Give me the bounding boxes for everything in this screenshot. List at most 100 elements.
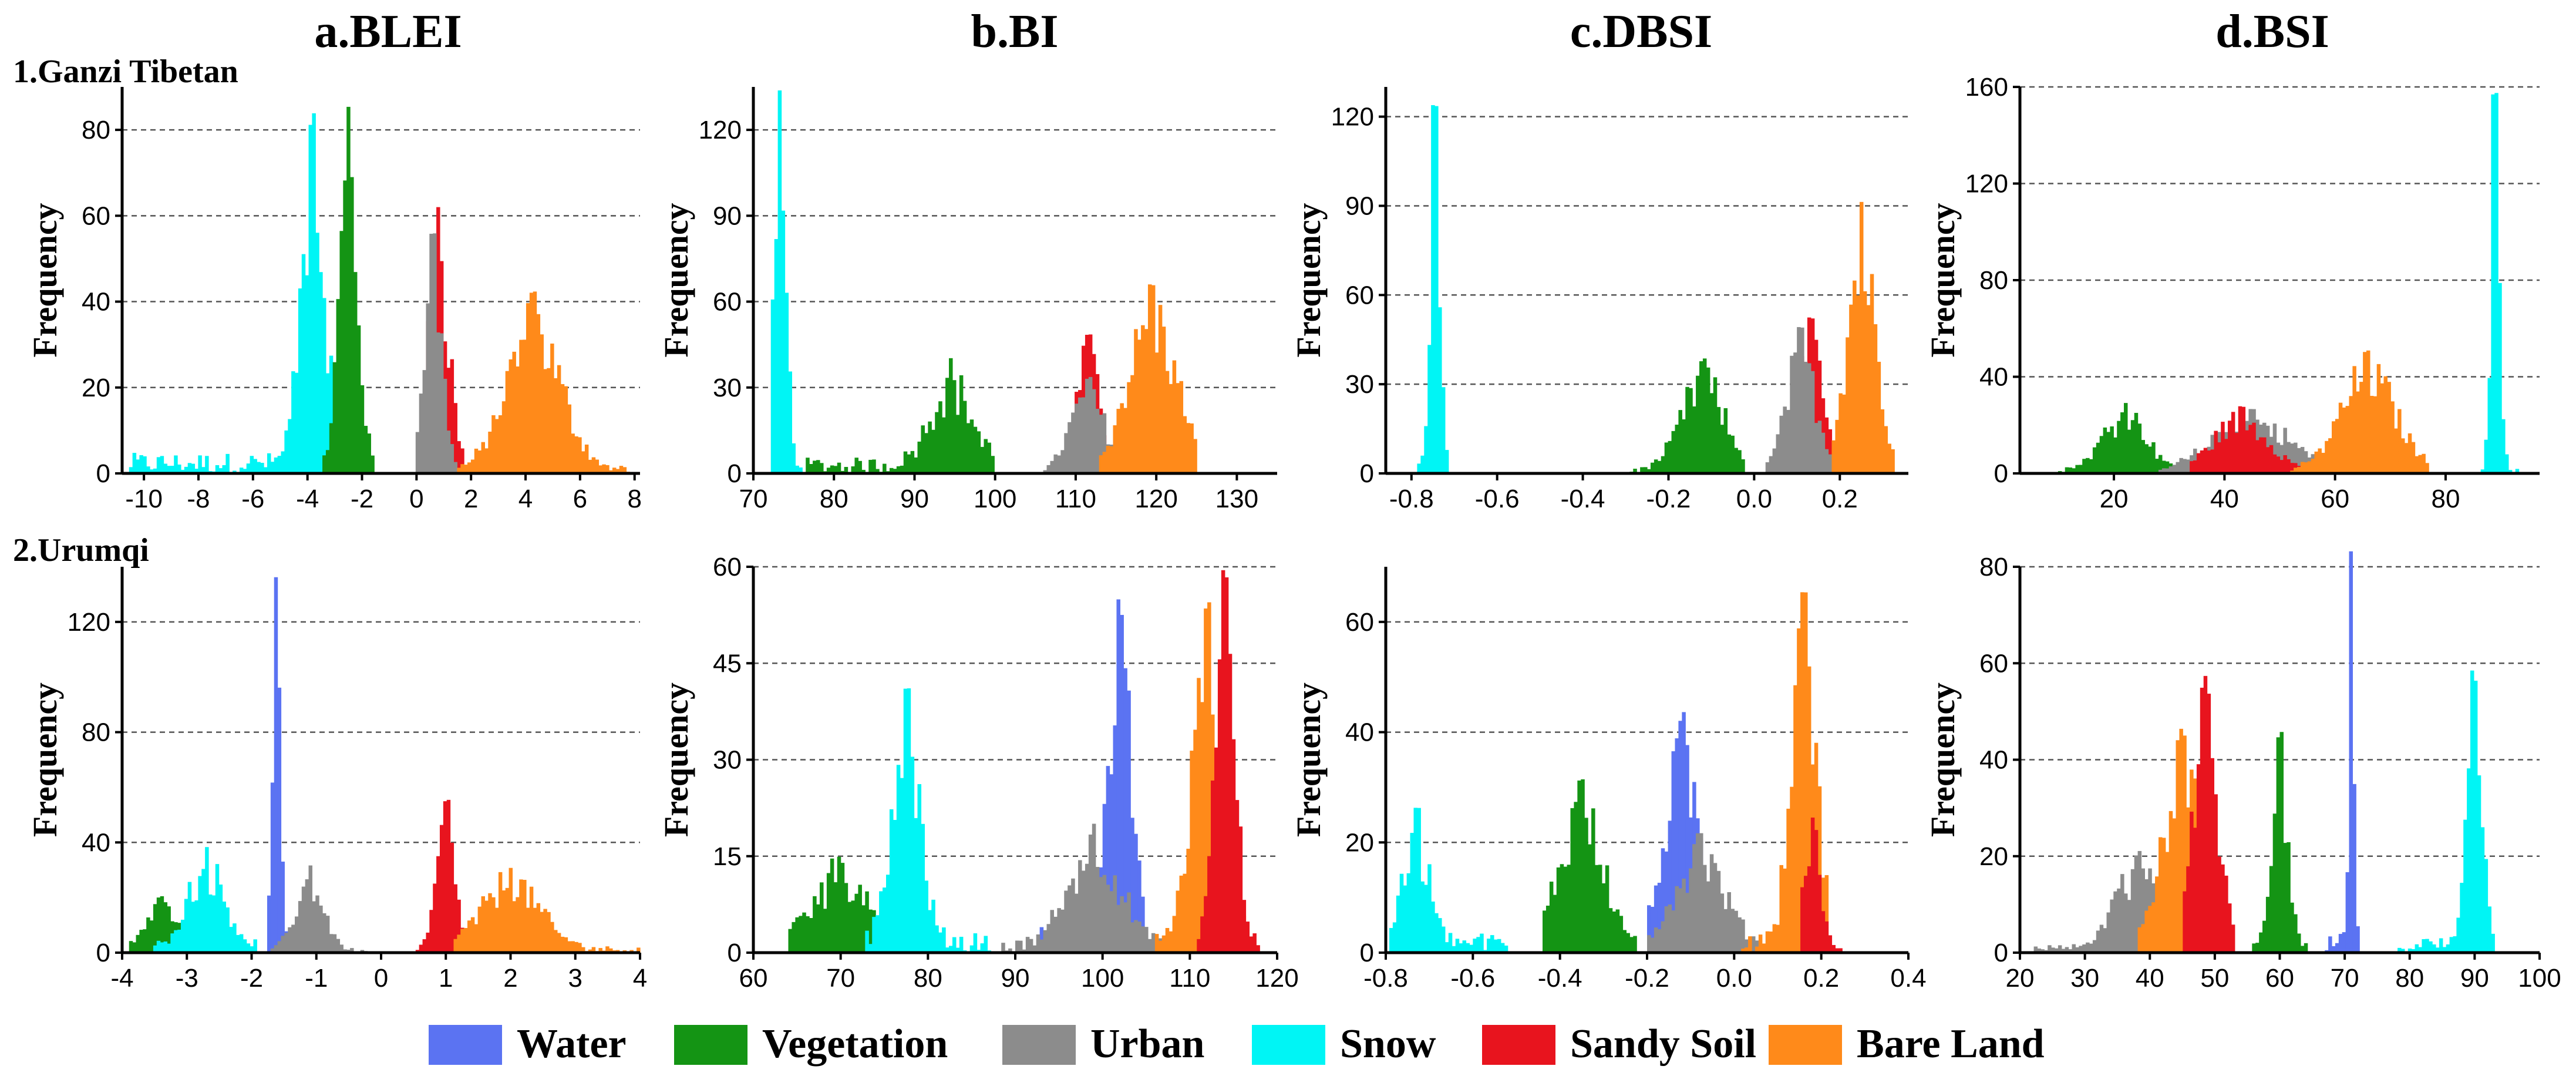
histogram-bar [267, 453, 271, 473]
histogram-bar [325, 916, 330, 953]
x-tick-label: -6 [241, 485, 264, 513]
histogram-bar [1109, 774, 1114, 953]
histogram-bar [336, 939, 341, 953]
histogram-bar [976, 431, 981, 473]
histogram-bar [1137, 860, 1141, 953]
histogram-bar [1095, 867, 1100, 953]
histogram-bar [2446, 944, 2450, 953]
histogram-bar [2401, 438, 2405, 473]
histogram-bar [2134, 855, 2139, 953]
histogram-bar [346, 949, 351, 953]
histogram-bar [1699, 361, 1703, 473]
histogram-bar [1068, 422, 1072, 473]
histogram-bar [2394, 428, 2398, 473]
histogram-bar [2172, 818, 2177, 953]
histogram-bar [2283, 843, 2287, 953]
y-axis-label: Frequency [1924, 682, 1962, 837]
histogram-bar [312, 901, 316, 953]
legend: Water Vegetation Urban Snow Sandy Soil Bare L… [429, 1021, 2045, 1067]
y-tick-label: 40 [82, 828, 110, 857]
histogram-bar [774, 239, 779, 473]
histogram-bar [2141, 924, 2145, 953]
histogram-bar [533, 291, 537, 473]
x-tick-label: -0.8 [1389, 485, 1434, 513]
x-tick-label: 0 [409, 485, 423, 513]
histogram-bar [1709, 854, 1714, 953]
x-tick-label: 80 [820, 485, 848, 513]
histogram-bar [2294, 914, 2298, 953]
histogram-bar [1696, 375, 1700, 473]
histogram-bar [2328, 438, 2332, 473]
histogram-bar [481, 442, 485, 473]
histogram-bar [1075, 893, 1079, 953]
histogram-bar [1113, 875, 1117, 953]
histogram-bar [439, 825, 444, 953]
histogram-bar [2325, 441, 2329, 473]
histogram-bar [129, 467, 133, 473]
histogram-bar [2480, 469, 2485, 473]
histogram-bar [2190, 461, 2194, 473]
histogram-bar [2106, 912, 2110, 953]
histogram-bar [1046, 465, 1051, 473]
histogram-bar [938, 401, 942, 473]
histogram-bar [1144, 329, 1149, 473]
histogram-bar [322, 455, 326, 473]
series-bare-land [1099, 284, 1197, 473]
histogram-bar [1231, 739, 1236, 953]
legend-label: Bare Land [1857, 1021, 2045, 1067]
histogram-bar [868, 944, 873, 953]
histogram-bar [567, 941, 571, 953]
histogram-bar [281, 451, 285, 473]
histogram-bar [350, 177, 354, 473]
series-snow [865, 688, 991, 953]
y-tick-label: 60 [713, 288, 742, 317]
histogram-bar [2110, 426, 2114, 473]
histogram-bar [2332, 946, 2336, 953]
histogram-bar [826, 873, 831, 953]
legend-item-water: Water [429, 1021, 627, 1067]
histogram-bar [2137, 927, 2142, 953]
histogram-bar [1804, 876, 1808, 953]
histogram-bar [928, 910, 932, 953]
histogram-bar [2283, 428, 2287, 473]
histogram-bar [143, 456, 147, 473]
histogram-bar [826, 468, 831, 473]
histogram-bar [1147, 939, 1152, 953]
x-tick-label: 100 [974, 485, 1016, 513]
histogram-bar [1420, 881, 1425, 953]
histogram-bar [2356, 391, 2360, 473]
histogram-bar [602, 464, 606, 473]
histogram-bar [2224, 439, 2228, 473]
histogram-bar [2065, 947, 2069, 953]
series-snow [129, 113, 337, 474]
x-tick-label: 70 [2331, 964, 2359, 993]
x-tick-label: 60 [2321, 485, 2349, 513]
histogram-bar [896, 466, 901, 473]
histogram-bar [1256, 945, 1260, 953]
y-tick-label: 120 [68, 608, 110, 637]
histogram-bar [1406, 873, 1411, 953]
histogram-bar [1050, 910, 1055, 953]
y-tick-label: 20 [1345, 828, 1374, 857]
histogram-bar [830, 465, 834, 473]
histogram-bar [883, 463, 887, 473]
histogram-bar [2283, 455, 2287, 473]
histogram-bar [868, 909, 873, 953]
histogram-bar [450, 359, 454, 473]
histogram-bar [1161, 935, 1166, 953]
histogram-bar [1776, 434, 1780, 473]
series-bare-land [457, 291, 630, 473]
histogram-bar [2376, 364, 2381, 473]
histogram-bar [554, 930, 558, 953]
x-tick-label: -3 [176, 964, 198, 993]
histogram-bar [1870, 274, 1874, 473]
histogram-bar [2183, 891, 2187, 953]
histogram-bar [605, 946, 610, 953]
histogram-bar [2130, 420, 2135, 473]
histogram-bar [1748, 936, 1752, 953]
histogram-bar [2068, 467, 2073, 473]
histogram-bar [2124, 893, 2128, 953]
histogram-bar [174, 455, 178, 473]
histogram-bar [198, 876, 202, 953]
histogram-bar [1838, 948, 1843, 953]
